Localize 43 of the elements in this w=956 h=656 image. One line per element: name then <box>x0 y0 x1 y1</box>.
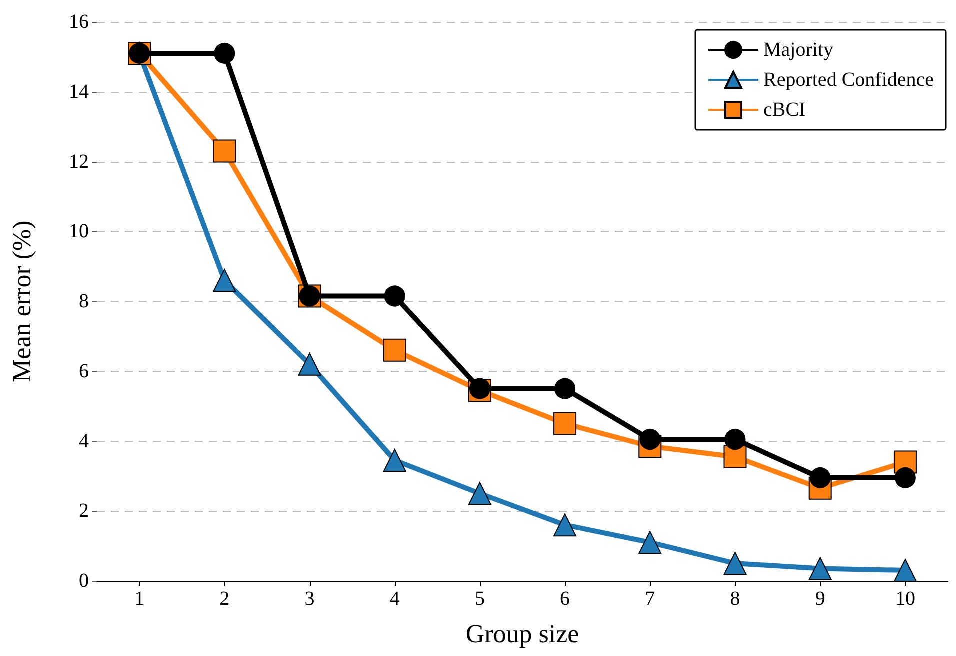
point <box>810 467 831 488</box>
point <box>638 531 662 554</box>
point <box>894 467 916 488</box>
x-tick-label: 9 <box>815 588 826 610</box>
point <box>724 552 747 576</box>
x-tick-label: 8 <box>730 588 740 610</box>
point <box>213 140 236 163</box>
point <box>894 559 917 582</box>
point <box>383 448 406 472</box>
point <box>213 269 236 292</box>
y-tick-label: 4 <box>79 430 89 452</box>
legend-label: cBCI <box>764 99 806 121</box>
y-axis-title: Mean error (%) <box>8 220 36 382</box>
legend-label: Reported Confidence <box>764 69 934 91</box>
y-tick-label: 10 <box>69 220 89 243</box>
point <box>298 352 322 376</box>
y-tick-label: 8 <box>79 290 89 312</box>
x-tick-label: 6 <box>560 588 570 610</box>
point <box>384 286 406 307</box>
x-tick-label: 10 <box>895 588 916 610</box>
point <box>640 429 661 450</box>
x-tick-label: 1 <box>134 588 145 610</box>
y-tick-label: 0 <box>79 570 89 592</box>
point <box>724 429 746 450</box>
x-tick-label: 3 <box>304 588 315 610</box>
point <box>554 412 577 436</box>
y-tick-label: 2 <box>79 500 89 522</box>
x-tick-label: 2 <box>220 588 230 610</box>
y-tick-label: 14 <box>69 80 89 103</box>
x-axis-title: Group size <box>466 620 580 648</box>
y-tick-label: 6 <box>79 360 89 382</box>
legend-label: Majority <box>764 39 834 61</box>
point <box>214 42 236 64</box>
x-tick-label: 7 <box>645 588 656 610</box>
y-tick-label: 16 <box>69 11 89 33</box>
point <box>554 378 576 400</box>
point <box>808 557 832 580</box>
point <box>554 514 577 537</box>
y-tick-label: 12 <box>69 150 89 173</box>
point <box>383 338 406 362</box>
point <box>468 482 492 506</box>
x-tick-label: 4 <box>390 588 400 610</box>
x-tick-label: 5 <box>474 588 485 610</box>
